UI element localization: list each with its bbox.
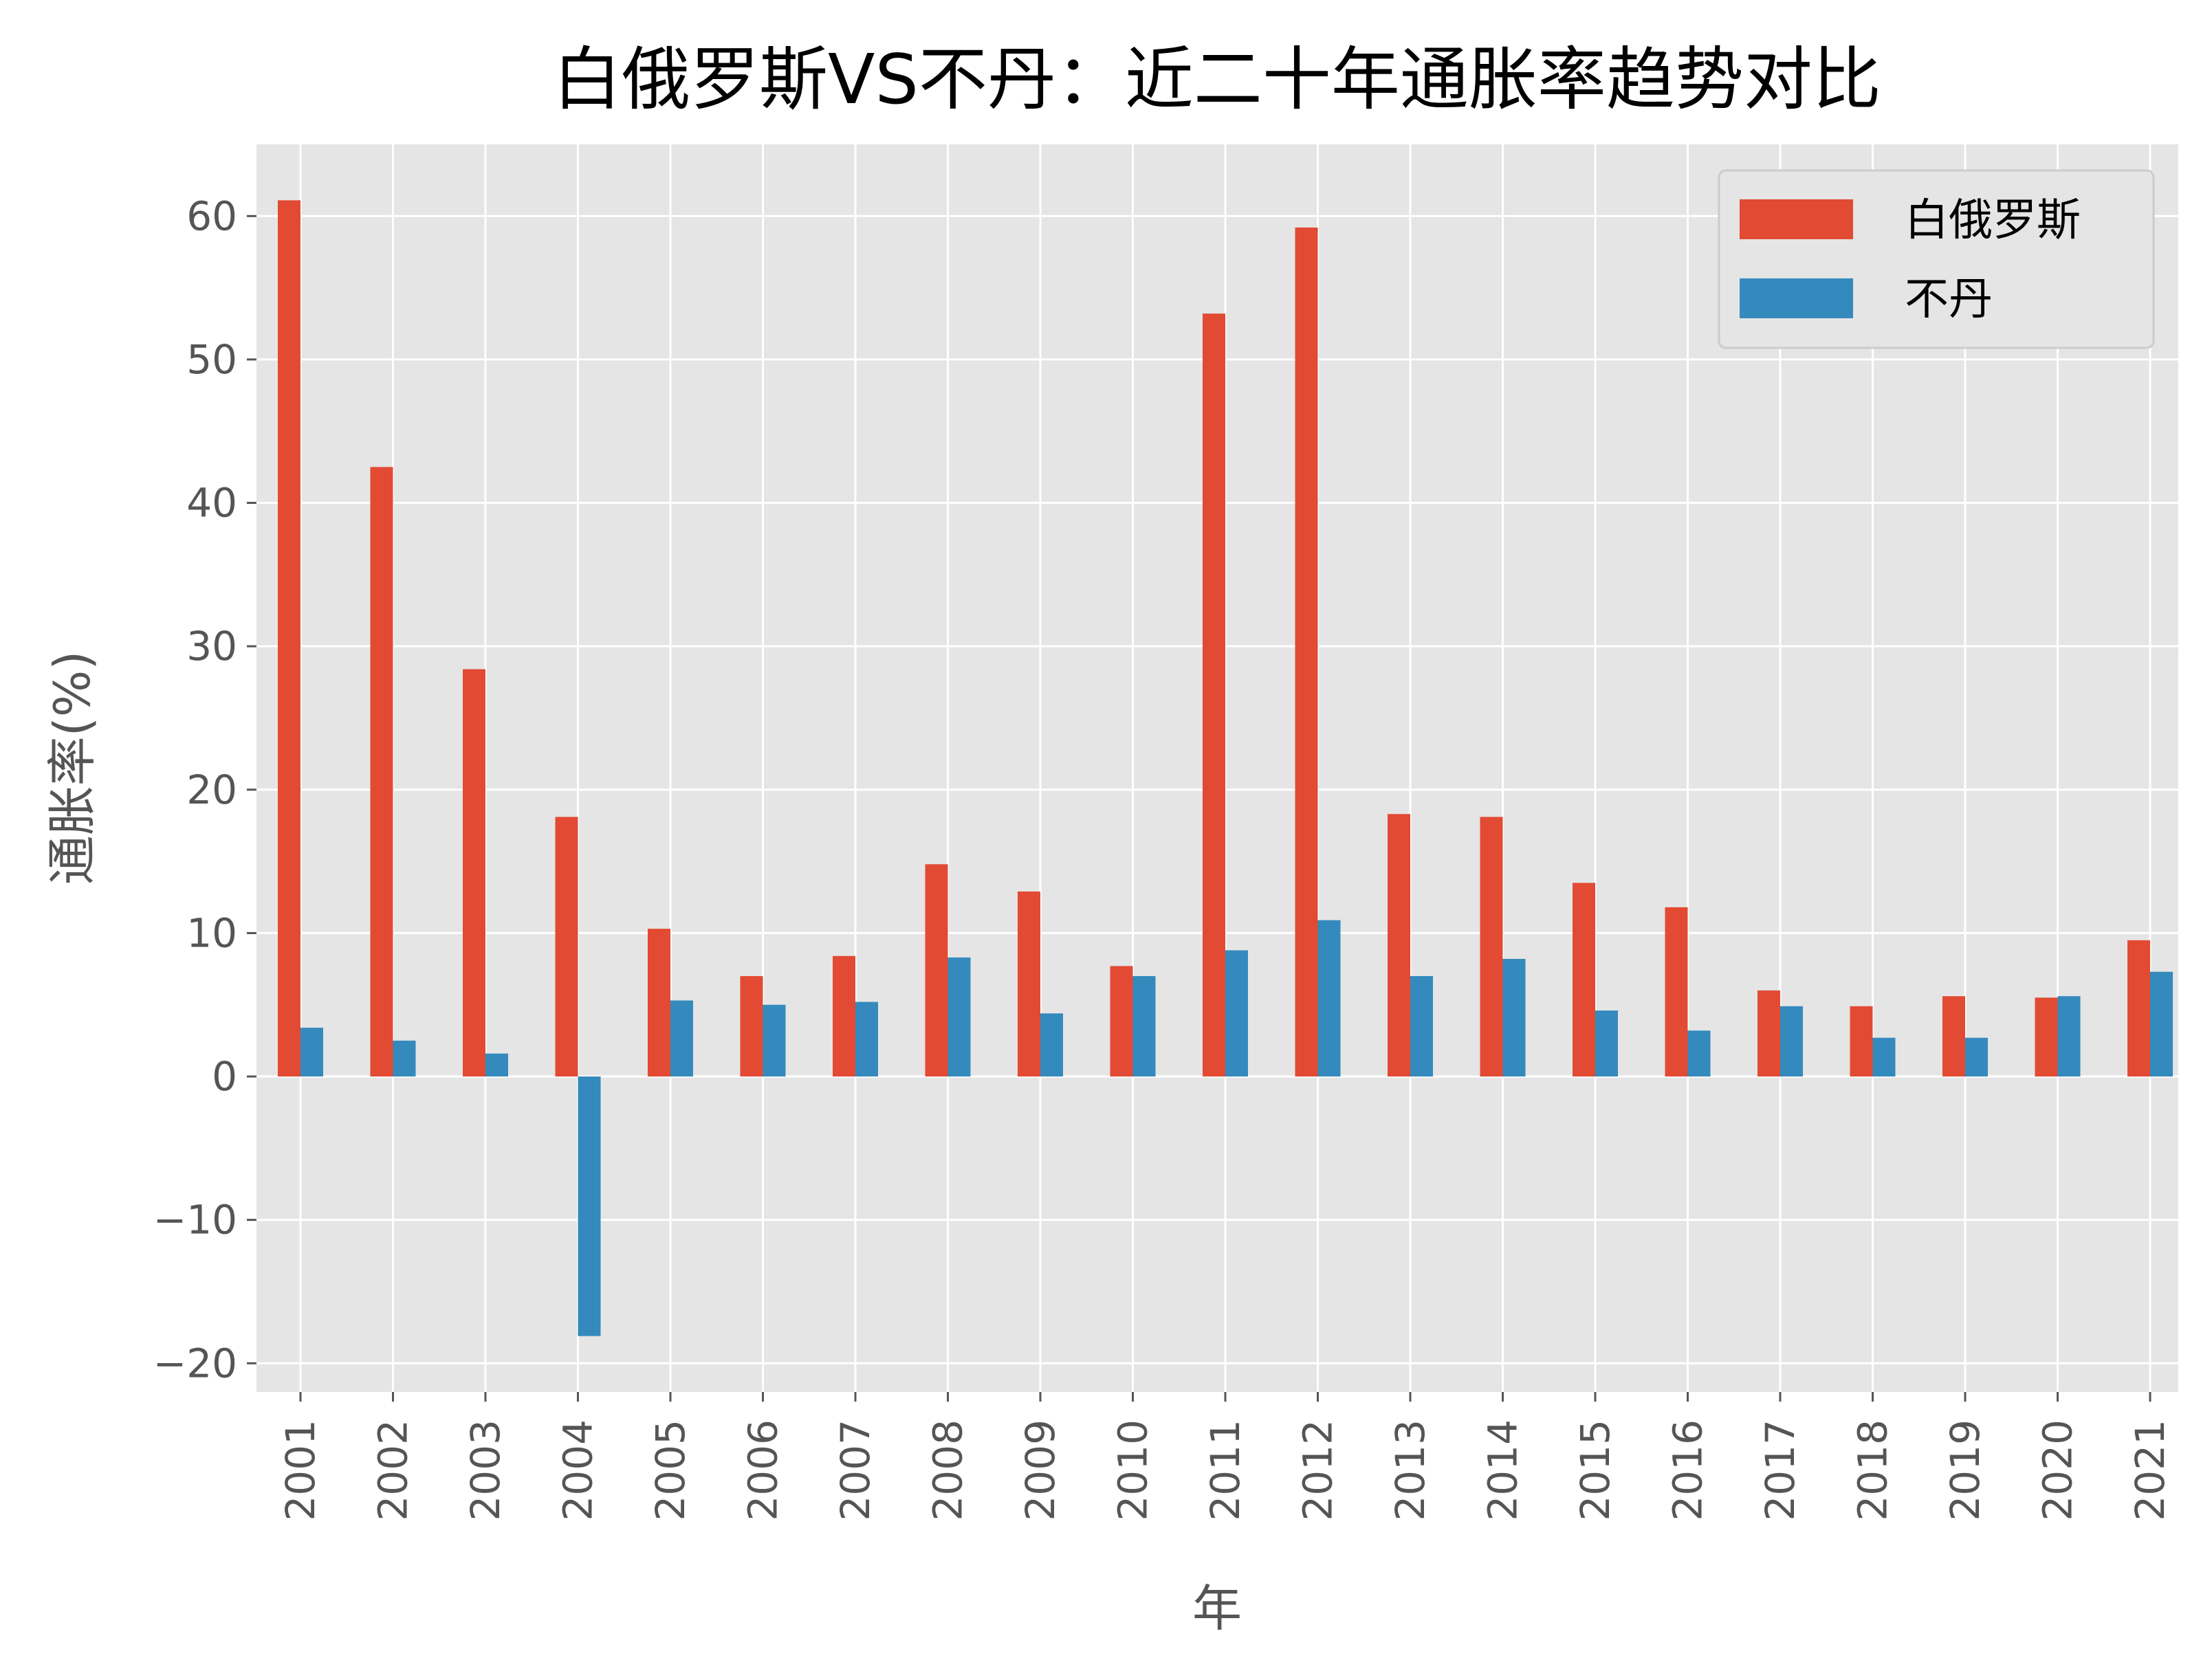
bar-bhutan-2001 [300, 1028, 323, 1077]
bar-bhutan-2012 [1317, 920, 1341, 1077]
bar-belarus-2012 [1295, 228, 1318, 1077]
bar-bhutan-2002 [393, 1040, 416, 1077]
x-tick-label: 2003 [462, 1419, 509, 1521]
bar-belarus-2001 [278, 200, 300, 1077]
x-tick-label: 2001 [277, 1419, 324, 1521]
bar-belarus-2004 [555, 817, 578, 1077]
legend-label-bhutan: 不丹 [1905, 274, 1993, 325]
bar-bhutan-2005 [670, 1000, 693, 1077]
x-tick-label: 2011 [1202, 1419, 1249, 1521]
bar-bhutan-2020 [2057, 996, 2081, 1077]
x-tick-label: 2010 [1110, 1419, 1157, 1521]
legend: 白俄罗斯 不丹 [1718, 169, 2155, 349]
bar-belarus-2020 [2035, 997, 2058, 1077]
x-tick-label: 2004 [555, 1419, 602, 1521]
y-tick-label: 60 [186, 192, 237, 239]
bar-bhutan-2014 [1502, 958, 1526, 1077]
x-tick-label: 2008 [925, 1419, 972, 1521]
bar-belarus-2021 [2127, 940, 2150, 1077]
bar-bhutan-2010 [1132, 976, 1156, 1077]
chart-title: 白俄罗斯VS不丹：近二十年通胀率趋势对比 [553, 39, 1881, 120]
y-tick-label: 20 [186, 766, 237, 813]
y-tick-label: 0 [212, 1053, 237, 1100]
bar-bhutan-2006 [763, 1004, 786, 1077]
y-tick-label: −20 [153, 1340, 237, 1386]
bars [278, 200, 2173, 1336]
bar-belarus-2013 [1388, 814, 1410, 1077]
x-tick-label: 2019 [1942, 1419, 1989, 1521]
x-tick-label: 2013 [1387, 1419, 1434, 1521]
bar-bhutan-2008 [948, 957, 971, 1077]
x-tick-label: 2006 [740, 1419, 787, 1521]
bar-bhutan-2018 [1872, 1037, 1896, 1077]
y-tick-label: 10 [186, 909, 237, 956]
ticks: −20 −10 0 10 20 30 40 50 60 2001 2002 2003 2004 2005 2… [153, 192, 2173, 1521]
bar-bhutan-2016 [1687, 1030, 1711, 1077]
legend-swatch-belarus [1740, 199, 1853, 239]
bar-belarus-2018 [1850, 1006, 1873, 1077]
y-axis-label: 通胀率(%) [43, 651, 101, 885]
x-tick-label: 2018 [1850, 1419, 1896, 1521]
x-tick-label: 2007 [832, 1419, 879, 1521]
legend-label-belarus: 白俄罗斯 [1905, 195, 2081, 246]
bar-bhutan-2011 [1225, 950, 1248, 1077]
bar-belarus-2008 [925, 864, 948, 1077]
bar-belarus-2017 [1757, 990, 1780, 1077]
legend-swatch-bhutan [1740, 278, 1853, 318]
x-tick-label: 2015 [1572, 1419, 1619, 1521]
bar-belarus-2010 [1110, 966, 1133, 1077]
x-tick-label: 2016 [1665, 1419, 1711, 1521]
bar-bhutan-2015 [1595, 1010, 1618, 1077]
bar-bhutan-2009 [1040, 1013, 1063, 1077]
y-tick-label: −10 [153, 1197, 237, 1244]
x-tick-label: 2014 [1480, 1419, 1526, 1521]
bar-belarus-2007 [833, 955, 855, 1077]
bar-belarus-2003 [463, 669, 485, 1077]
y-tick-label: 30 [186, 623, 237, 670]
x-tick-label: 2017 [1757, 1419, 1804, 1521]
y-tick-label: 40 [186, 480, 237, 527]
y-tick-label: 50 [186, 336, 237, 383]
bar-bhutan-2003 [485, 1053, 508, 1077]
bar-belarus-2006 [740, 976, 763, 1077]
bar-belarus-2014 [1480, 817, 1503, 1077]
x-tick-label: 2020 [2035, 1419, 2081, 1521]
bar-belarus-2002 [370, 467, 393, 1077]
bar-bhutan-2017 [1780, 1006, 1803, 1077]
bar-bhutan-2007 [855, 1002, 878, 1077]
bar-belarus-2019 [1942, 996, 1965, 1077]
bar-bhutan-2019 [1965, 1037, 1988, 1077]
x-tick-label: 2005 [647, 1419, 694, 1521]
bar-belarus-2015 [1573, 883, 1595, 1077]
bar-bhutan-2004 [578, 1076, 601, 1336]
bar-bhutan-2021 [2150, 971, 2173, 1077]
bar-belarus-2009 [1018, 891, 1040, 1077]
x-axis-label: 年 [1192, 1580, 1242, 1637]
bar-bhutan-2013 [1410, 976, 1433, 1077]
bar-belarus-2016 [1665, 907, 1688, 1077]
bar-belarus-2011 [1203, 313, 1225, 1077]
x-tick-label: 2002 [370, 1419, 417, 1521]
x-tick-label: 2021 [2127, 1419, 2173, 1521]
bar-belarus-2005 [648, 929, 670, 1077]
x-tick-label: 2012 [1295, 1419, 1342, 1521]
x-tick-label: 2009 [1017, 1419, 1064, 1521]
